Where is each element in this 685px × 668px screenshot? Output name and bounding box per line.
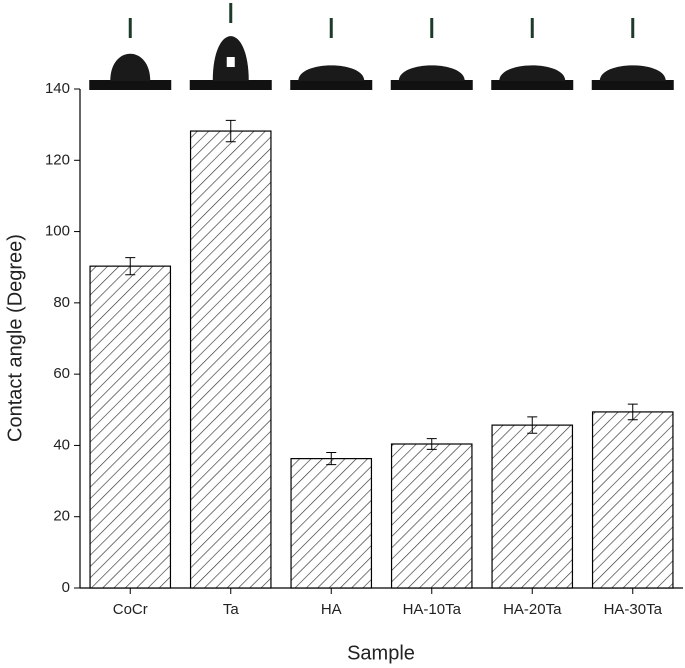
- substrate: [89, 80, 172, 90]
- substrate: [591, 80, 674, 90]
- y-axis-title: Contact angle (Degree): [4, 234, 26, 442]
- needle: [329, 18, 333, 38]
- y-tick-label: 100: [45, 223, 70, 240]
- error-bar: [426, 438, 437, 450]
- x-tick-label: HA: [321, 601, 342, 618]
- x-tick-label: CoCr: [113, 601, 148, 618]
- needle: [530, 18, 534, 38]
- bar: [591, 411, 674, 589]
- needle: [229, 3, 233, 23]
- bar: [491, 424, 574, 589]
- droplet: [499, 65, 566, 81]
- bar: [189, 130, 272, 589]
- bar: [290, 458, 373, 589]
- y-tick-label: 140: [45, 80, 70, 97]
- substrate: [290, 80, 373, 90]
- needle: [631, 18, 635, 38]
- substrate: [491, 80, 574, 90]
- droplet-images: [89, 3, 674, 90]
- bar: [89, 265, 172, 589]
- substrate: [390, 80, 473, 90]
- x-tick-label: Ta: [223, 601, 240, 618]
- bar: [390, 443, 473, 589]
- x-tick-label: HA-30Ta: [604, 601, 663, 618]
- error-bar: [225, 119, 236, 143]
- y-tick-label: 60: [53, 365, 70, 382]
- error-bar: [125, 257, 136, 276]
- y-tick-label: 120: [45, 151, 70, 168]
- needle: [128, 18, 132, 38]
- y-tick-label: 40: [53, 436, 70, 453]
- x-axis-title: Sample: [347, 642, 415, 664]
- y-tick-label: 0: [62, 579, 70, 596]
- error-bar: [627, 403, 638, 421]
- x-tick-label: HA-20Ta: [503, 601, 562, 618]
- error-bar: [527, 416, 538, 434]
- y-tick-label: 20: [53, 508, 70, 525]
- needle: [430, 18, 434, 38]
- y-tick-label: 80: [53, 294, 70, 311]
- droplet: [110, 53, 151, 81]
- droplet: [398, 65, 465, 81]
- substrate: [189, 80, 272, 90]
- x-tick-label: HA-10Ta: [403, 601, 462, 618]
- droplet: [599, 65, 666, 81]
- error-bar: [326, 452, 337, 466]
- highlight: [226, 57, 235, 67]
- droplet: [298, 65, 365, 81]
